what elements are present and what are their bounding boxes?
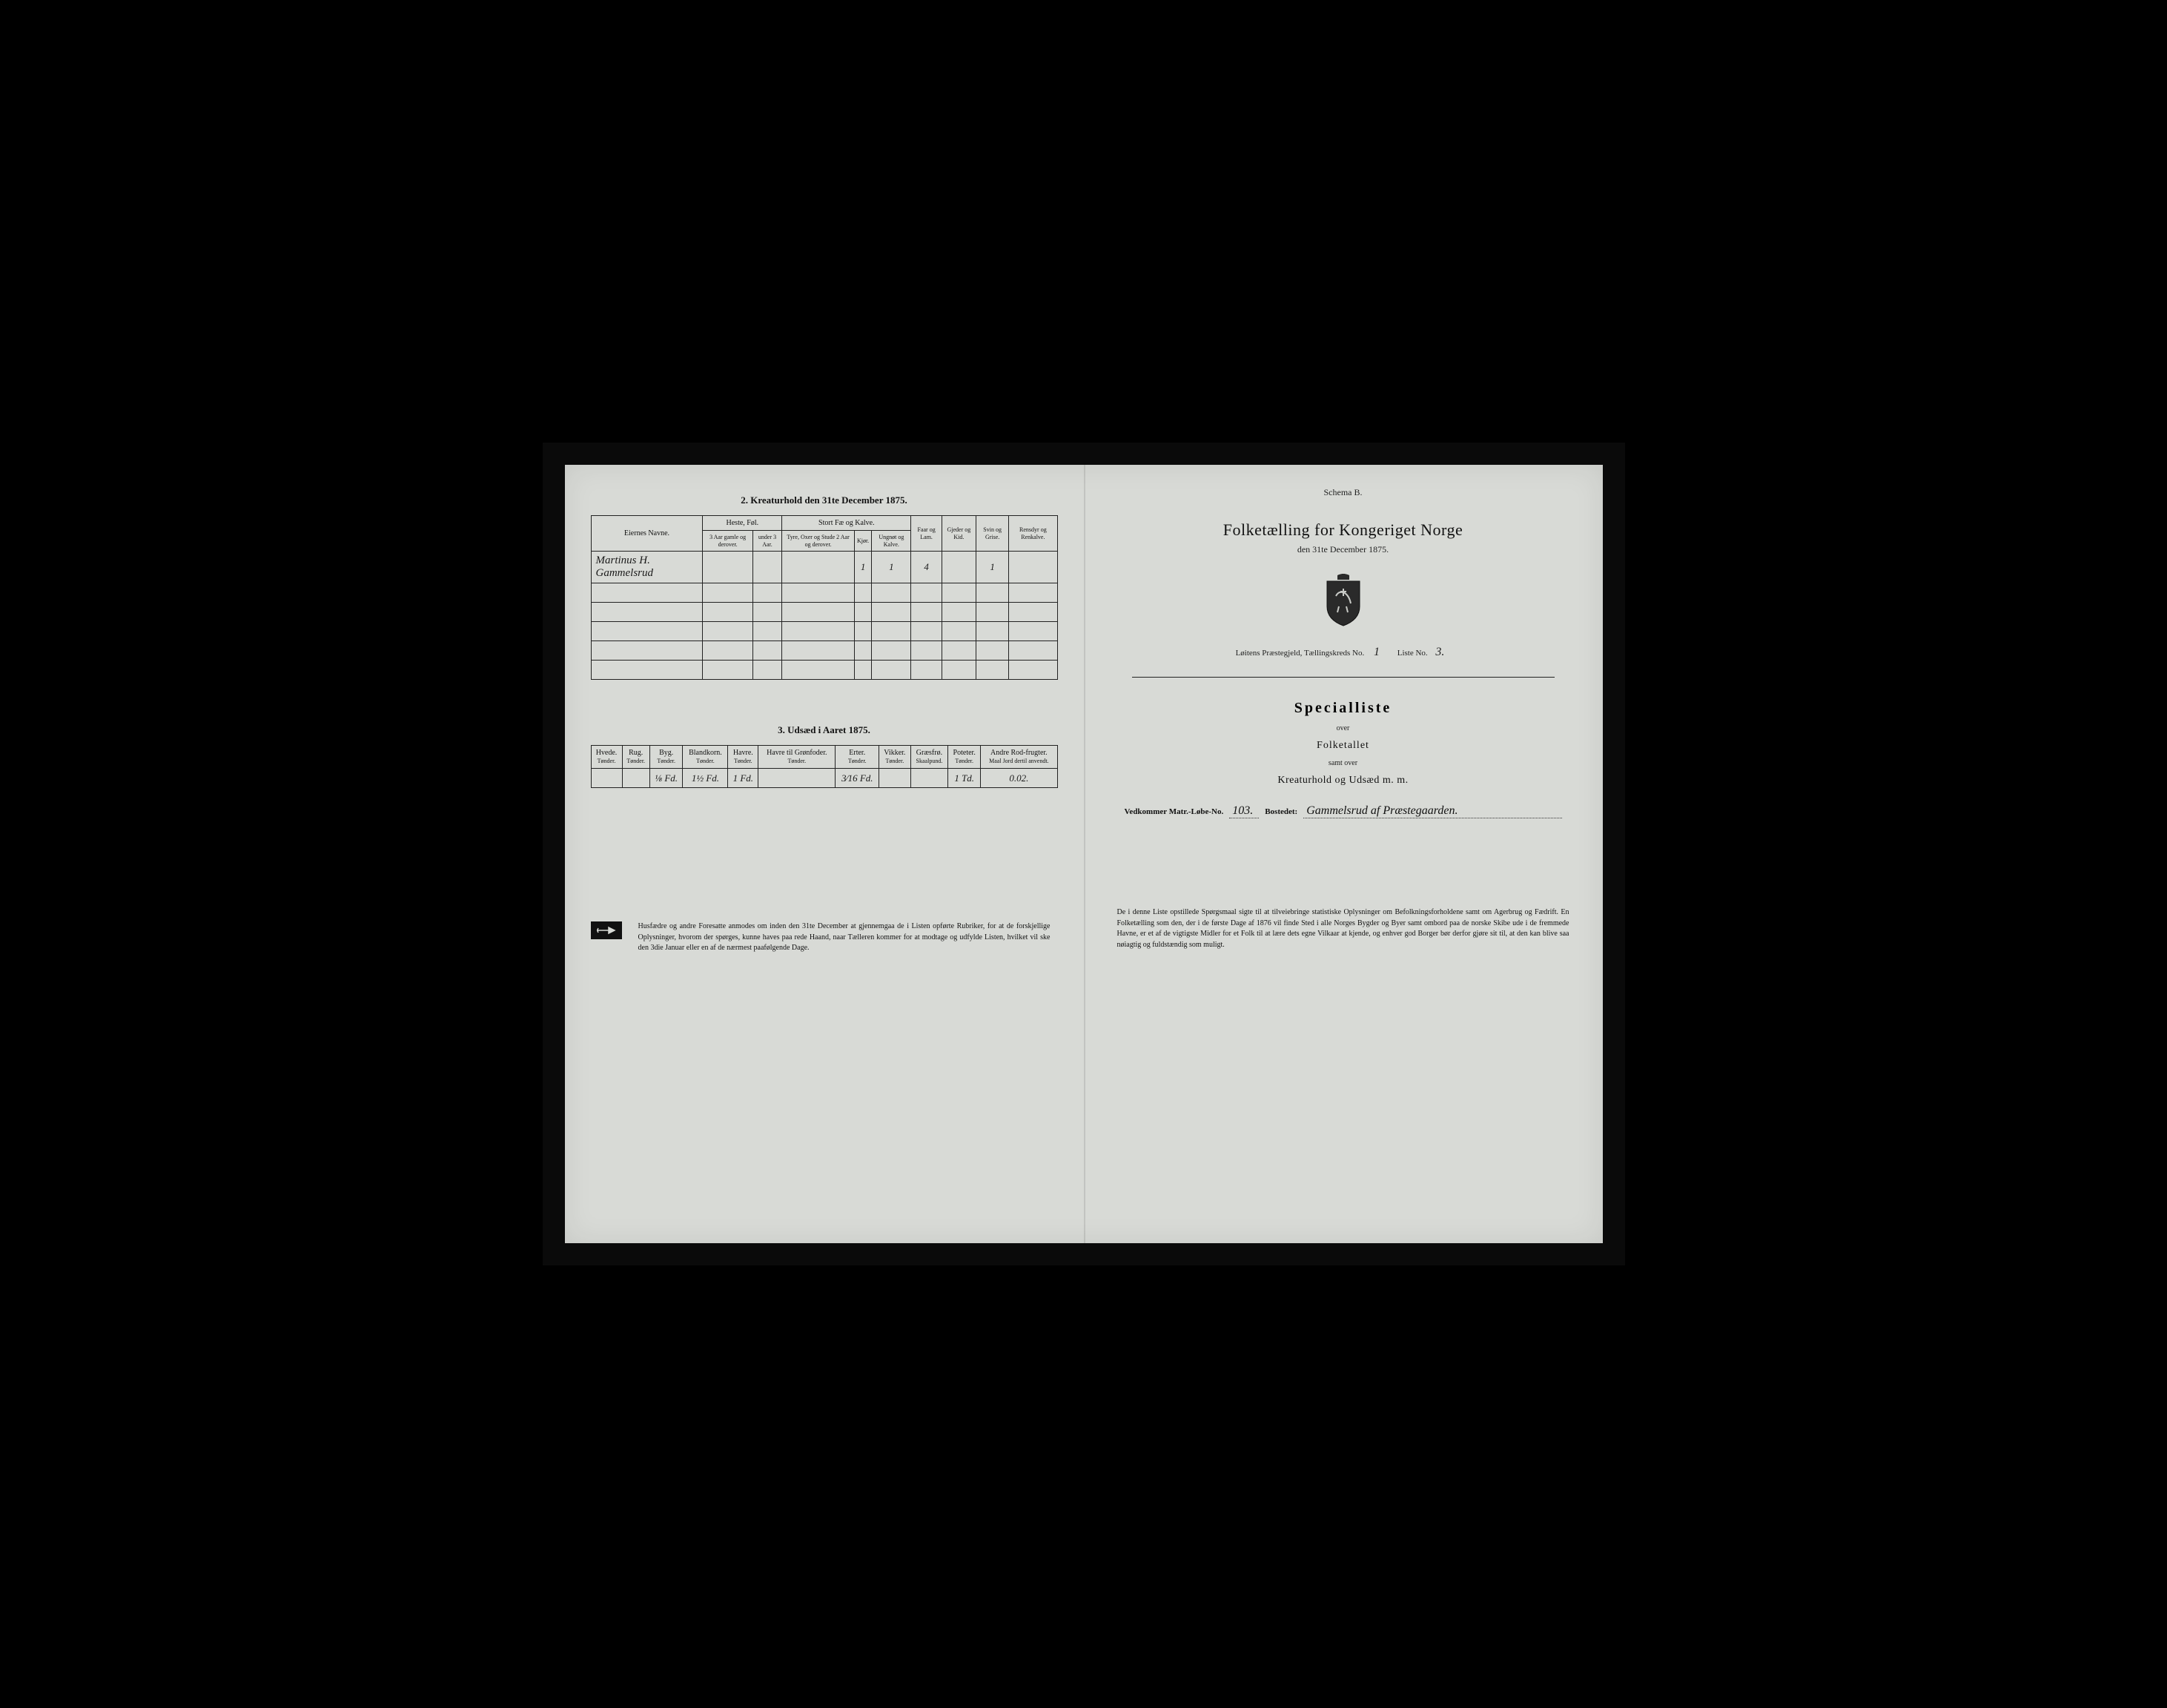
kreds-no: 1: [1369, 646, 1384, 659]
cell-havre-gron: [758, 769, 836, 788]
cell-poteter: 1 Td.: [948, 769, 981, 788]
left-page: 2. Kreaturhold den 31te December 1875. E…: [565, 465, 1084, 1243]
cell-rug: [622, 769, 649, 788]
table-row: [591, 622, 1057, 641]
col-kjor: Kjør.: [854, 531, 871, 552]
cell-vikker: [879, 769, 911, 788]
parish-prefix: Løitens Præstegjeld, Tællingskreds No.: [1236, 649, 1365, 658]
footer-left-block: Husfædre og andre Foresatte anmodes om i…: [591, 921, 1058, 954]
cell-faar: 4: [911, 552, 942, 583]
col-erter: Erter.Tønder.: [836, 746, 879, 769]
col-poteter: Poteter.Tønder.: [948, 746, 981, 769]
col-rug: Rug.Tønder.: [622, 746, 649, 769]
cell-rodfrugter: 0.02.: [981, 769, 1057, 788]
cell-byg: ⅛ Fd.: [649, 769, 683, 788]
right-page: Schema B. Folketælling for Kongeriget No…: [1084, 465, 1603, 1243]
cell-blandkorn: 1½ Fd.: [683, 769, 728, 788]
col-byg: Byg.Tønder.: [649, 746, 683, 769]
table-row: [591, 603, 1057, 622]
matr-no: 103.: [1229, 804, 1259, 818]
col-rodfrugter: Andre Rod-frugter.Maal Jord dertil anven…: [981, 746, 1057, 769]
cell-havre: 1 Fd.: [728, 769, 758, 788]
cell-ungnot: 1: [872, 552, 911, 583]
col-hvede: Hvede.Tønder.: [591, 746, 622, 769]
col-group-heste: Heste, Føl.: [703, 516, 782, 531]
cell-erter: 3⁄16 Fd.: [836, 769, 879, 788]
table-row: [591, 641, 1057, 661]
parish-line: Løitens Præstegjeld, Tællingskreds No. 1…: [1110, 646, 1577, 659]
footer-right-block: De i denne Liste opstillede Spørgsmaal s…: [1110, 907, 1577, 950]
table-row: [591, 583, 1057, 603]
coat-of-arms-icon: [1110, 574, 1577, 627]
col-owner: Eiernes Navne.: [591, 516, 703, 552]
section2-title: 2. Kreaturhold den 31te December 1875.: [591, 494, 1058, 506]
specialliste-title: Specialliste: [1110, 700, 1577, 717]
col-rensdyr: Rensdyr og Renkalve.: [1009, 516, 1057, 552]
vedkommer-label: Vedkommer Matr.-Løbe-No.: [1125, 807, 1224, 816]
col-heste-under3: under 3 Aar.: [752, 531, 781, 552]
liste-no: 3.: [1432, 646, 1447, 659]
udsaed-table: Hvede.Tønder. Rug.Tønder. Byg.Tønder. Bl…: [591, 745, 1058, 788]
col-havre-gron: Havre til Grønfoder.Tønder.: [758, 746, 836, 769]
cell-tyre: [782, 552, 855, 583]
table-row: Martinus H. Gammelsrud 1 1 4 1: [591, 552, 1057, 583]
cell-graesfro: [910, 769, 948, 788]
folketallet-label: Folketallet: [1110, 740, 1577, 752]
col-graesfro: Græsfrø.Skaalpund.: [910, 746, 948, 769]
col-faar: Faar og Lam.: [911, 516, 942, 552]
divider: [1132, 677, 1555, 678]
table-row: [591, 661, 1057, 680]
cell-heste-3aar: [703, 552, 752, 583]
cell-owner: Martinus H. Gammelsrud: [591, 552, 703, 583]
table-row: ⅛ Fd. 1½ Fd. 1 Fd. 3⁄16 Fd. 1 Td. 0.02.: [591, 769, 1057, 788]
col-ungnot: Ungnøt og Kalve.: [872, 531, 911, 552]
samt-label: samt over: [1110, 759, 1577, 767]
document-spread: 2. Kreaturhold den 31te December 1875. E…: [565, 465, 1603, 1243]
vedkommer-line: Vedkommer Matr.-Løbe-No. 103. Bostedet: …: [1125, 804, 1562, 818]
subtitle-date: den 31te December 1875.: [1110, 544, 1577, 555]
col-gjeder: Gjeder og Kid.: [942, 516, 976, 552]
cell-rensdyr: [1009, 552, 1057, 583]
pointing-hand-icon: [591, 921, 622, 939]
cell-heste-under3: [752, 552, 781, 583]
liste-label: Liste No.: [1397, 649, 1428, 658]
kreatur-label: Kreaturhold og Udsæd m. m.: [1110, 775, 1577, 787]
cell-gjeder: [942, 552, 976, 583]
over-label: over: [1110, 724, 1577, 732]
scan-frame: 2. Kreaturhold den 31te December 1875. E…: [543, 443, 1625, 1265]
col-havre: Havre.Tønder.: [728, 746, 758, 769]
footer-left-text: Husfædre og andre Foresatte anmodes om i…: [638, 921, 1051, 954]
cell-kjor: 1: [854, 552, 871, 583]
col-svin: Svin og Grise.: [976, 516, 1008, 552]
col-vikker: Vikker.Tønder.: [879, 746, 911, 769]
col-blandkorn: Blandkorn.Tønder.: [683, 746, 728, 769]
cell-svin: 1: [976, 552, 1008, 583]
kreaturhold-table: Eiernes Navne. Heste, Føl. Stort Fæ og K…: [591, 515, 1058, 680]
bostedet-value: Gammelsrud af Præstegaarden.: [1303, 804, 1561, 818]
col-tyre: Tyre, Oxer og Stude 2 Aar og derover.: [782, 531, 855, 552]
main-title: Folketælling for Kongeriget Norge: [1110, 520, 1577, 540]
schema-label: Schema B.: [1110, 487, 1577, 498]
bostedet-label: Bostedet:: [1265, 807, 1297, 816]
col-group-storfae: Stort Fæ og Kalve.: [782, 516, 911, 531]
col-heste-3aar: 3 Aar gamle og derover.: [703, 531, 752, 552]
section3-title: 3. Udsæd i Aaret 1875.: [591, 724, 1058, 736]
cell-hvede: [591, 769, 622, 788]
footer-right-text: De i denne Liste opstillede Spørgsmaal s…: [1117, 907, 1569, 950]
